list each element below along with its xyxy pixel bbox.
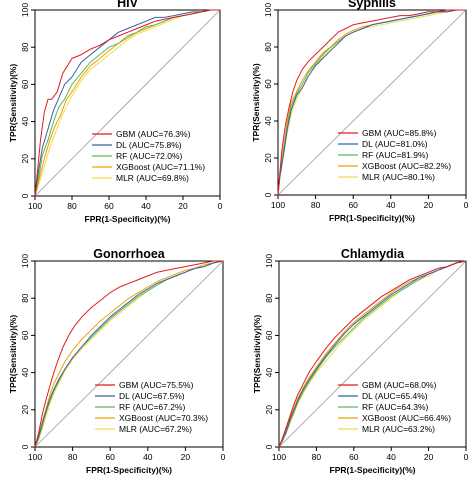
y-tick-label: 60 [20,79,30,89]
y-tick-label: 60 [263,79,273,89]
x-tick-label: 0 [218,201,223,211]
y-tick-label: 100 [264,254,274,268]
x-tick-label: 0 [221,452,226,462]
x-tick-label: 80 [311,200,321,210]
legend-label-rf: RF (AUC=64.3%) [362,402,429,412]
x-axis-label: FPR(1-Specificity)(%) [329,213,415,223]
x-axis-label: FPR(1-Specificity)(%) [86,465,172,475]
roc-line-dl [34,9,220,197]
y-tick-label: 80 [20,293,30,303]
y-tick-label: 60 [20,330,30,340]
reference-diagonal [277,9,467,196]
legend-label-rf: RF (AUC=72.0%) [116,151,183,161]
y-tick-label: 100 [20,3,30,17]
x-tick-label: 20 [178,201,188,211]
y-tick-label: 40 [20,368,30,378]
x-tick-label: 40 [386,452,396,462]
legend-label-dl: DL (AUC=75.8%) [116,140,182,150]
x-tick-label: 80 [68,452,78,462]
legend-label-dl: DL (AUC=81.0%) [362,139,428,149]
y-tick-label: 20 [20,405,30,415]
roc-line-dl [277,9,466,196]
legend-label-gbm: GBM (AUC=85.8%) [362,128,437,138]
x-tick-label: 0 [464,452,469,462]
legend-label-xgboost: XGBoost (AUC=71.1%) [116,162,205,172]
x-tick-label: 100 [271,200,285,210]
y-tick-label: 0 [20,193,30,198]
legend-label-gbm: GBM (AUC=75.5%) [119,380,194,390]
legend-label-mlr: MLR (AUC=80.1%) [362,172,435,182]
legend-label-gbm: GBM (AUC=68.0%) [362,380,437,390]
chart-title: Syphilis [348,0,396,10]
y-tick-label: 40 [20,117,30,127]
y-tick-label: 100 [20,254,30,268]
legend-label-mlr: MLR (AUC=63.2%) [362,424,435,434]
roc-line-xgboost [34,260,224,448]
y-tick-label: 20 [264,405,274,415]
x-tick-label: 100 [28,201,42,211]
x-tick-label: 20 [181,452,191,462]
roc-panel-syphilis: Syphilis 100 80 60 40 20 0 0 20 40 60 80 100 FPR(1-Sp… [251,0,469,223]
x-tick-label: 40 [386,200,396,210]
y-tick-label: 80 [263,42,273,52]
chart-title: HIV [117,0,139,10]
x-tick-label: 20 [424,452,434,462]
x-axis-label: FPR(1-Specificity)(%) [85,214,171,224]
x-tick-label: 60 [104,201,114,211]
y-axis-label: TPR(Sensitivity)(%) [8,315,18,394]
roc-line-gbm [34,9,220,197]
roc-panel-gonorrhoea: Gonorrhoea 100 80 60 40 20 0 0 20 40 60 80 100 FPR(1-… [8,247,226,475]
legend-label-xgboost: XGBoost (AUC=70.3%) [119,413,208,423]
x-tick-label: 60 [348,200,358,210]
y-tick-label: 100 [263,3,273,17]
x-tick-label: 60 [349,452,359,462]
x-tick-label: 40 [143,452,153,462]
reference-diagonal [34,9,221,197]
roc-panel-chlamydia: Chlamydia 100 80 60 40 20 0 0 20 40 60 80 100 FPR(1-S… [252,247,469,475]
x-tick-label: 100 [272,452,286,462]
legend-label-mlr: MLR (AUC=69.8%) [116,173,189,183]
x-tick-label: 60 [105,452,115,462]
x-tick-label: 20 [424,200,434,210]
legend-label-dl: DL (AUC=65.4%) [362,391,428,401]
y-tick-label: 80 [264,293,274,303]
y-axis-label: TPR(Sensitivity)(%) [8,64,18,143]
roc-line-dl [34,260,224,448]
legend-label-mlr: MLR (AUC=67.2%) [119,424,192,434]
x-tick-label: 80 [67,201,77,211]
y-tick-label: 0 [20,444,30,449]
y-tick-label: 60 [264,330,274,340]
legend-label-rf: RF (AUC=81.9%) [362,150,429,160]
x-tick-label: 0 [464,200,469,210]
roc-line-gbm [278,260,467,448]
y-tick-label: 80 [20,42,30,52]
legend-label-dl: DL (AUC=67.5%) [119,391,185,401]
roc-line-mlr [278,260,467,448]
roc-line-gbm [34,260,223,448]
legend-label-gbm: GBM (AUC=76.3%) [116,129,191,139]
y-tick-label: 20 [20,154,30,164]
x-tick-label: 80 [312,452,322,462]
roc-line-dl [278,260,467,448]
x-tick-label: 40 [141,201,151,211]
roc-line-gbm [277,9,466,196]
y-tick-label: 0 [264,444,274,449]
y-tick-label: 40 [264,368,274,378]
x-axis-label: FPR(1-Specificity)(%) [330,465,416,475]
y-axis-label: TPR(Sensitivity)(%) [252,315,262,394]
y-tick-label: 40 [263,116,273,126]
chart-title: Gonorrhoea [93,247,166,261]
reference-diagonal [34,260,224,448]
x-tick-label: 100 [28,452,42,462]
legend-label-xgboost: XGBoost (AUC=82.2%) [362,161,451,171]
y-tick-label: 0 [263,192,273,197]
roc-panel-hiv: HIV 100 80 60 40 20 0 0 20 40 60 80 100 FPR(1-Specifi… [8,0,223,224]
y-tick-label: 20 [263,153,273,163]
chart-title: Chlamydia [341,247,405,261]
reference-diagonal [278,260,467,448]
legend-label-rf: RF (AUC=67.2%) [119,402,186,412]
legend-label-xgboost: XGBoost (AUC=66.4%) [362,413,451,423]
y-axis-label: TPR(Sensitivity)(%) [251,63,261,142]
